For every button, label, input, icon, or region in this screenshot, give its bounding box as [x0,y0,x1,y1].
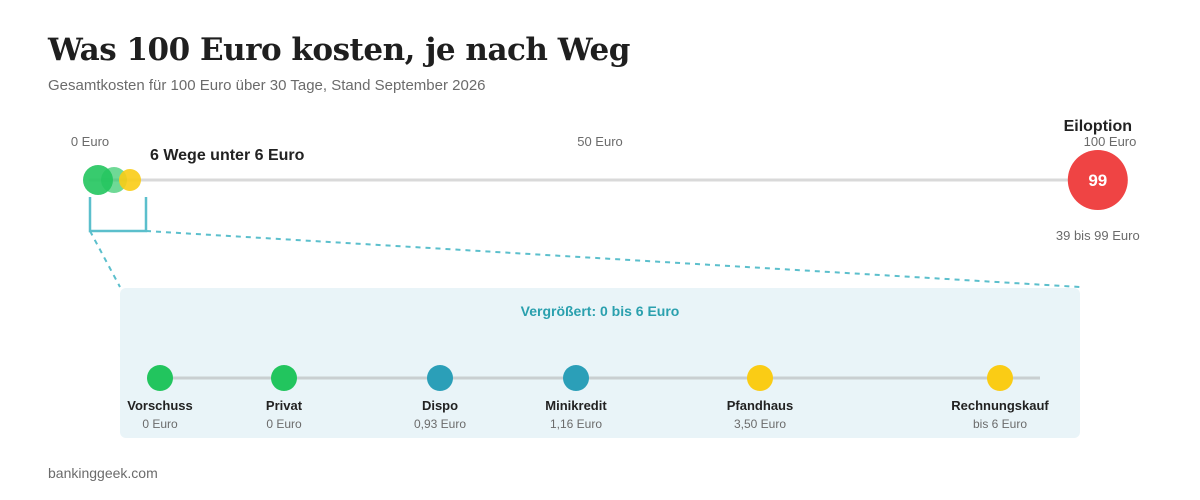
source-label: bankinggeek.com [48,465,158,481]
zoom-point-privat [271,365,297,391]
zoom-title: Vergrößert: 0 bis 6 Euro [521,303,680,319]
zoom-point-vorschuss [147,365,173,391]
highlight-value: 99 [1088,171,1107,190]
cluster-bracket [88,197,148,233]
zoom-point-minikredit [563,365,589,391]
zoom-panel [120,288,1080,438]
axis-tick-label-1: 50 Euro [577,134,623,149]
zoom-value-dispo: 0,93 Euro [414,417,466,431]
cluster-label: 6 Wege unter 6 Euro [150,147,305,164]
zoom-value-pfandhaus: 3,50 Euro [734,417,786,431]
zoom-point-pfandhaus [747,365,773,391]
zoom-value-vorschuss: 0 Euro [142,417,178,431]
chart-title: Was 100 Euro kosten, je nach Weg [48,32,630,68]
zoom-value-rechnungskauf: bis 6 Euro [973,417,1027,431]
cluster-point-1 [101,167,127,193]
zoom-label-pfandhaus: Pfandhaus [727,398,793,413]
zoom-connector-right [145,230,1081,288]
zoom-label-dispo: Dispo [422,398,458,413]
zoom-connector-left [89,230,121,288]
zoom-label-rechnungskauf: Rechnungskauf [951,398,1049,413]
highlight-label: Eiloption [1064,118,1132,135]
highlight-range: 39 bis 99 Euro [1056,228,1140,243]
highlight-point [1067,150,1128,210]
zoom-label-minikredit: Minikredit [545,398,607,413]
axis-tick-label-0: 0 Euro [71,134,109,149]
zoom-label-vorschuss: Vorschuss [127,398,193,413]
chart-subtitle: Gesamtkosten für 100 Euro über 30 Tage, … [48,77,486,94]
axis-tick-label-2: 100 Euro [1084,134,1137,149]
zoom-point-dispo [427,365,453,391]
cluster-point-2 [119,169,141,191]
zoom-value-minikredit: 1,16 Euro [550,417,602,431]
zoom-value-privat: 0 Euro [266,417,302,431]
zoom-point-rechnungskauf [987,365,1013,391]
zoom-label-privat: Privat [266,398,303,413]
